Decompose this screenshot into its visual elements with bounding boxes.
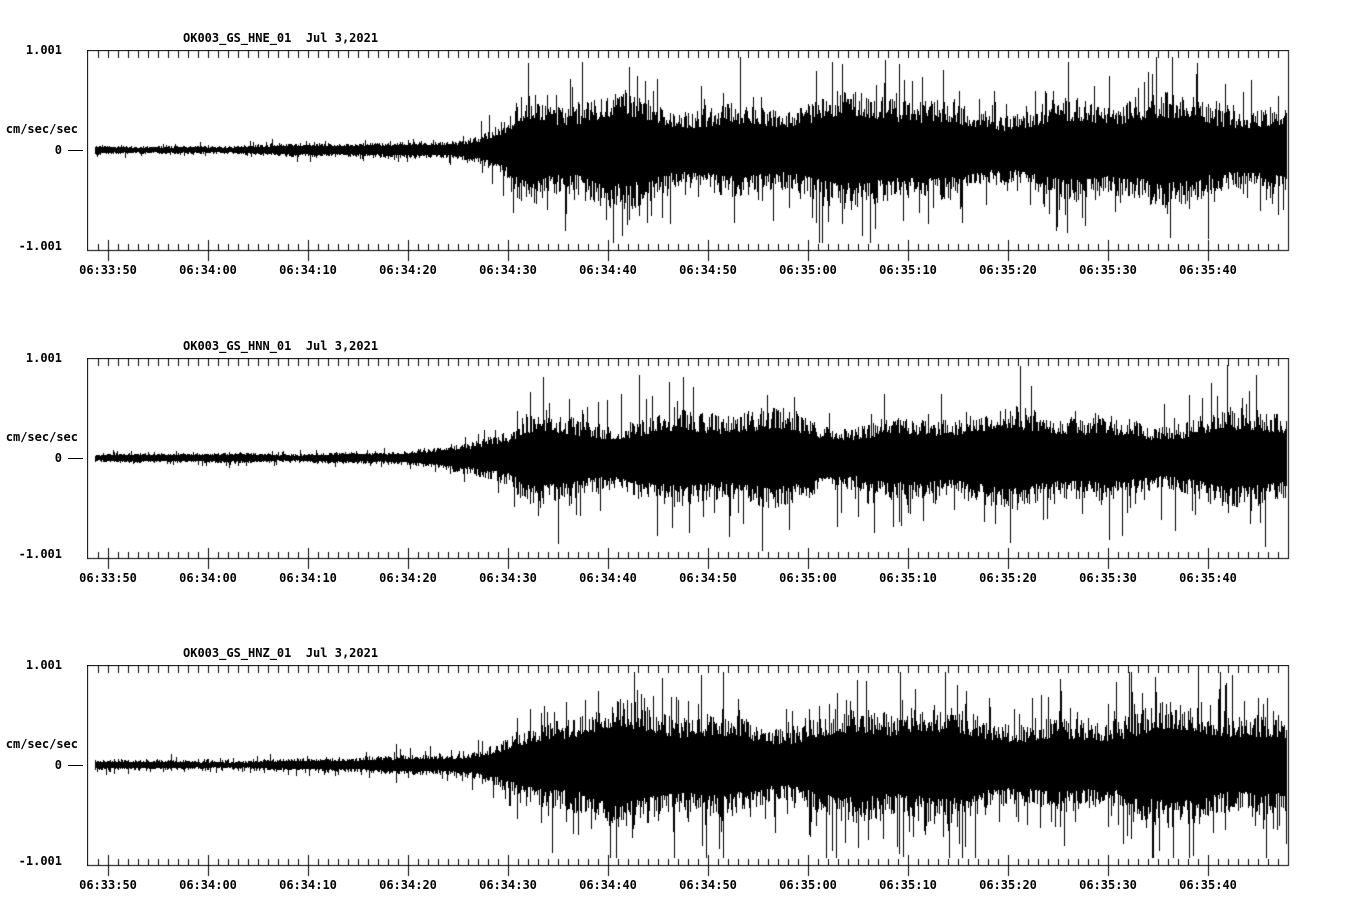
x-tick-label: 06:34:00 bbox=[179, 878, 237, 892]
x-tick-label: 06:34:10 bbox=[279, 878, 337, 892]
x-tick-label: 06:35:40 bbox=[1179, 571, 1237, 585]
x-tick-label: 06:34:10 bbox=[279, 571, 337, 585]
x-tick-label: 06:35:20 bbox=[979, 878, 1037, 892]
x-tick-label: 06:35:40 bbox=[1179, 263, 1237, 277]
x-tick-label: 06:35:40 bbox=[1179, 878, 1237, 892]
x-tick-label: 06:35:10 bbox=[879, 878, 937, 892]
y-axis-zero-label: 0 bbox=[54, 758, 62, 772]
x-tick-label: 06:35:10 bbox=[879, 263, 937, 277]
y-axis-unit-label: cm/sec/sec bbox=[5, 430, 78, 444]
x-tick-label: 06:35:20 bbox=[979, 571, 1037, 585]
x-tick-label: 06:35:00 bbox=[779, 878, 837, 892]
x-tick-label: 06:35:20 bbox=[979, 263, 1037, 277]
x-tick-label: 06:35:10 bbox=[879, 571, 937, 585]
y-axis-max-label: 1.001 bbox=[25, 658, 62, 672]
waveform-canvas-hnn bbox=[87, 358, 1290, 571]
trace-title: OK003_GS_HNZ_01 Jul 3,2021 bbox=[183, 646, 379, 660]
x-tick-label: 06:34:10 bbox=[279, 263, 337, 277]
zero-tick-mark bbox=[68, 458, 83, 459]
x-tick-label: 06:34:20 bbox=[379, 263, 437, 277]
y-axis-max-label: 1.001 bbox=[25, 351, 62, 365]
x-tick-label: 06:34:20 bbox=[379, 878, 437, 892]
y-axis-min-label: -1.001 bbox=[18, 854, 62, 868]
zero-tick-mark bbox=[68, 150, 83, 151]
trace-title: OK003_GS_HNE_01 Jul 3,2021 bbox=[183, 31, 379, 45]
x-tick-label: 06:34:50 bbox=[679, 571, 737, 585]
x-tick-label: 06:35:30 bbox=[1079, 878, 1137, 892]
trace-title: OK003_GS_HNN_01 Jul 3,2021 bbox=[183, 339, 379, 353]
x-tick-label: 06:34:20 bbox=[379, 571, 437, 585]
x-tick-label: 06:34:50 bbox=[679, 263, 737, 277]
x-tick-label: 06:34:00 bbox=[179, 571, 237, 585]
x-tick-label: 06:34:40 bbox=[579, 571, 637, 585]
y-axis-zero-label: 0 bbox=[54, 451, 62, 465]
zero-tick-mark bbox=[68, 765, 83, 766]
x-tick-label: 06:34:30 bbox=[479, 263, 537, 277]
x-tick-label: 06:33:50 bbox=[79, 263, 137, 277]
waveform-canvas-hne bbox=[87, 50, 1290, 263]
waveform-canvas-hnz bbox=[87, 665, 1290, 878]
x-tick-label: 06:34:30 bbox=[479, 571, 537, 585]
y-axis-unit-label: cm/sec/sec bbox=[5, 122, 78, 136]
x-tick-label: 06:33:50 bbox=[79, 878, 137, 892]
y-axis-max-label: 1.001 bbox=[25, 43, 62, 57]
x-tick-label: 06:34:30 bbox=[479, 878, 537, 892]
x-tick-label: 06:34:00 bbox=[179, 263, 237, 277]
x-tick-label: 06:35:00 bbox=[779, 571, 837, 585]
x-tick-label: 06:35:30 bbox=[1079, 263, 1137, 277]
x-tick-label: 06:34:50 bbox=[679, 878, 737, 892]
y-axis-zero-label: 0 bbox=[54, 143, 62, 157]
y-axis-min-label: -1.001 bbox=[18, 239, 62, 253]
x-tick-label: 06:33:50 bbox=[79, 571, 137, 585]
y-axis-unit-label: cm/sec/sec bbox=[5, 737, 78, 751]
x-tick-label: 06:34:40 bbox=[579, 263, 637, 277]
x-tick-label: 06:35:00 bbox=[779, 263, 837, 277]
y-axis-min-label: -1.001 bbox=[18, 547, 62, 561]
x-tick-label: 06:35:30 bbox=[1079, 571, 1137, 585]
x-tick-label: 06:34:40 bbox=[579, 878, 637, 892]
